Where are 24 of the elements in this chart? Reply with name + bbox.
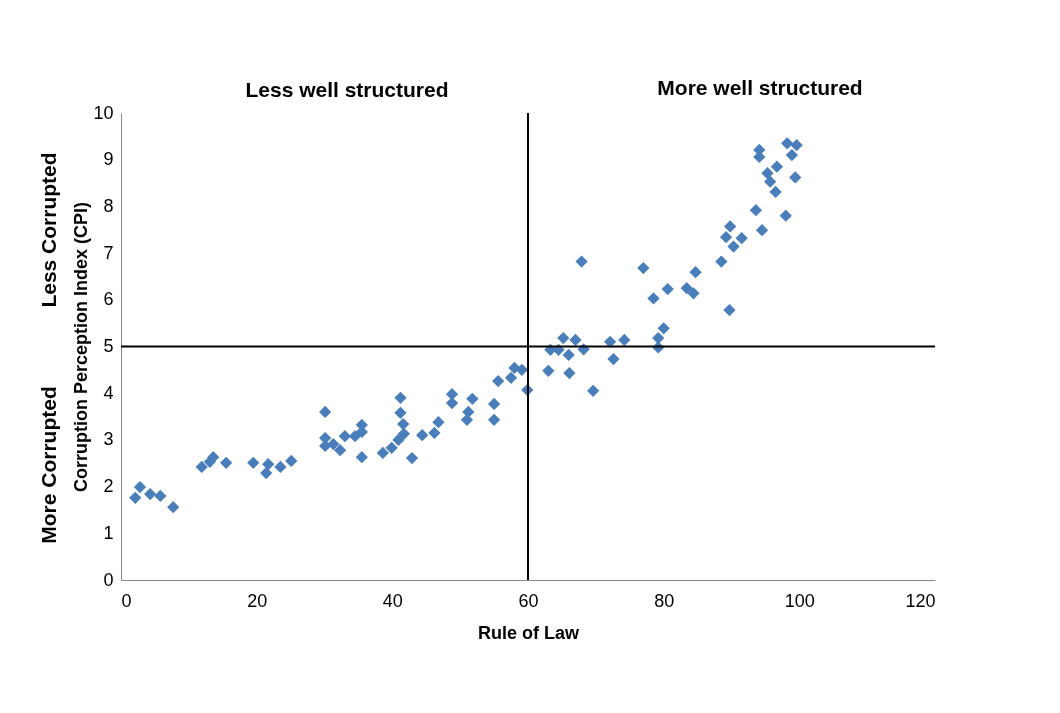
y-tick-label: 5: [103, 336, 114, 356]
x-tick-label: 20: [247, 590, 268, 611]
x-axis-title: Rule of Law: [477, 622, 580, 643]
y-tick-label: 0: [103, 569, 114, 590]
y-tick-label: 2: [103, 476, 114, 497]
x-tick-label: 80: [654, 590, 675, 611]
y-tick-label: 8: [103, 195, 114, 216]
y-tick-label: 3: [103, 429, 114, 450]
y-tick-label: 6: [103, 289, 114, 310]
text: More well structured: [657, 76, 863, 99]
text: Less Corrupted: [37, 152, 60, 308]
y-tick-label: 4: [103, 382, 114, 403]
text: Less well structured: [245, 78, 449, 101]
y-tick-label: 1: [103, 522, 114, 543]
x-tick-label: 60: [518, 590, 539, 611]
x-tick-label: 40: [382, 590, 403, 611]
text: More Corrupted: [37, 386, 60, 544]
y-tick-label: 7: [103, 242, 114, 263]
x-tick-label: 120: [905, 590, 936, 611]
x-tick-label: 100: [784, 590, 815, 611]
y-axis-title: Corruption Perception Index (CPI): [71, 201, 92, 493]
y-tick-label: 10: [93, 102, 114, 123]
x-tick-label: 0: [121, 590, 132, 611]
y-tick-label: 9: [103, 149, 114, 170]
